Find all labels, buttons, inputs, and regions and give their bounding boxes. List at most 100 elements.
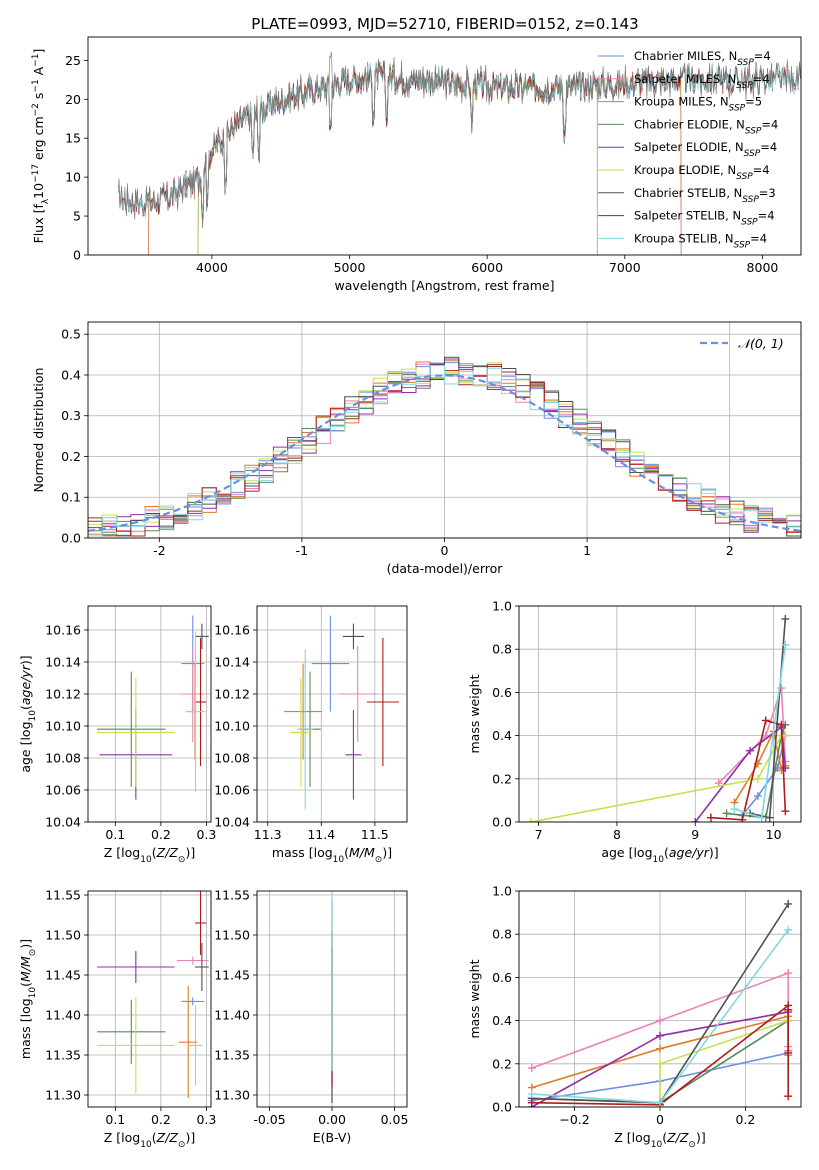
y-tick-label: 10.06 xyxy=(45,783,81,798)
mass_vs_Z-plot xyxy=(97,891,209,1099)
weight-marker xyxy=(781,807,790,816)
y-tick-label: 11.40 xyxy=(214,1008,250,1023)
spectrum-line xyxy=(148,61,682,255)
y-tick-label: 11.45 xyxy=(214,968,250,983)
x-tick-label: 1 xyxy=(583,543,591,558)
label-part: ⊙ xyxy=(178,1140,186,1150)
label-part: SSP xyxy=(742,195,759,205)
legend-label: Salpeter MILES, NSSP=4 xyxy=(634,72,770,91)
label-part: )] xyxy=(18,655,33,665)
y-tick-label: 10.16 xyxy=(214,623,250,638)
label-part: )] xyxy=(185,845,195,860)
x-axis-label: Z [log10(Z/Z⊙)] xyxy=(104,845,195,865)
weight-marker xyxy=(757,813,766,822)
y-tick-label: 10.08 xyxy=(214,751,250,766)
y-tick-label: 10.14 xyxy=(214,655,250,670)
weight-marker xyxy=(784,1005,793,1014)
y-tick-label: 0.0 xyxy=(61,531,81,546)
x-tick-label: -1 xyxy=(296,543,308,558)
y-tick-label: 1.0 xyxy=(492,884,512,899)
label-part: Chabrier ELODIE, N xyxy=(634,117,745,131)
label-part: SSP xyxy=(729,104,746,114)
y-tick-label: 10.10 xyxy=(45,719,81,734)
label-part: ( xyxy=(662,1130,667,1145)
y-tick-label: 0.0 xyxy=(492,1100,512,1115)
x-tick-label: 7000 xyxy=(609,260,641,275)
age_vs_mass-panel: 11.3 11.4 11.5 10.04 10.06 10.08 10.10 10.12 10.… xyxy=(214,605,408,865)
y-tick-label: 10.14 xyxy=(45,655,81,670)
y-tick-label: 1.0 xyxy=(492,599,512,614)
label-part: M/M xyxy=(18,956,33,982)
y-tick-label: 0.4 xyxy=(492,1013,512,1028)
label-part: Salpeter STELIB, N xyxy=(634,209,741,223)
x-tick-label: 0.3 xyxy=(196,1112,216,1127)
x-axis-label: age [log10(age/yr)] xyxy=(601,845,718,865)
y-tick-label: 5 xyxy=(73,209,81,224)
weight-marker xyxy=(761,716,770,725)
label-part: Flux [f xyxy=(31,204,46,244)
legend-label: Salpeter ELODIE, NSSP=4 xyxy=(634,140,777,159)
label-part: )] xyxy=(709,845,719,860)
label-part: Z/Z xyxy=(156,845,179,860)
legend-label: Chabrier MILES, NSSP=4 xyxy=(634,49,771,68)
x-tick-label: 0.00 xyxy=(318,1112,346,1127)
x-tick-label: 0.1 xyxy=(105,827,125,842)
legend-label: Kroupa MILES, NSSP=5 xyxy=(634,95,762,114)
label-part: Salpeter MILES, N xyxy=(634,72,736,86)
y-tick-label: 0.4 xyxy=(61,367,81,382)
y-tick-label: 10.12 xyxy=(214,687,250,702)
legend-label: Salpeter STELIB, NSSP=4 xyxy=(634,209,775,228)
y-tick-label: 10.04 xyxy=(45,815,81,830)
axes-frame xyxy=(256,605,408,823)
x-tick-label: 10 xyxy=(766,827,782,842)
x-tick-label: 11.5 xyxy=(361,827,389,842)
weight-marker xyxy=(746,746,755,755)
y-axis-label: mass weight xyxy=(467,674,482,753)
label-part: ( xyxy=(664,845,669,860)
weight-marker xyxy=(656,1031,664,1040)
legend-label: 𝒩(0, 1) xyxy=(738,336,784,351)
label-part: =4 xyxy=(754,49,771,63)
x-tick-label: 0.2 xyxy=(151,1112,171,1127)
y-tick-label: 0.3 xyxy=(61,408,81,423)
label-part: SSP xyxy=(745,126,762,136)
x-tick-label: 0.2 xyxy=(151,827,171,842)
x-tick-label: 5000 xyxy=(334,260,366,275)
label-part: Z [log xyxy=(104,845,140,860)
label-part: SSP xyxy=(737,58,754,68)
axes-frame xyxy=(87,605,212,823)
y-tick-label: 0.8 xyxy=(492,927,512,942)
label-part: 10 xyxy=(31,183,46,199)
y-tick-label: 0.5 xyxy=(61,327,81,342)
label-part: λ xyxy=(41,198,51,204)
y-tick-label: 0.6 xyxy=(492,685,512,700)
x-tick-label: 0.05 xyxy=(381,1112,409,1127)
label-part: Z/Z xyxy=(156,1130,179,1145)
label-part: Kroupa STELIB, N xyxy=(634,231,734,245)
weight-marker xyxy=(527,1064,536,1073)
weight-marker xyxy=(738,815,747,822)
y-axis-label: mass [log10(M/M⊙)] xyxy=(18,939,38,1059)
x-tick-label: 2 xyxy=(726,543,734,558)
weight-marker xyxy=(781,640,790,649)
label-part: age/yr xyxy=(669,845,710,860)
axes-frame xyxy=(87,890,212,1108)
label-part: SSP xyxy=(736,172,753,182)
x-tick-label: 0.2 xyxy=(736,1112,756,1127)
label-part: ( xyxy=(152,1130,157,1145)
label-part: )] xyxy=(696,1130,706,1145)
y-tick-label: 10 xyxy=(65,170,81,185)
label-part: 10 xyxy=(651,1140,663,1150)
label-part: Salpeter ELODIE, N xyxy=(634,140,744,154)
legend: 𝒩(0, 1) xyxy=(700,336,784,351)
y-tick-label: 10.06 xyxy=(214,783,250,798)
legend-label: Kroupa ELODIE, NSSP=4 xyxy=(634,163,770,182)
y-tick-label: 0.1 xyxy=(61,490,81,505)
weight-marker xyxy=(527,1090,536,1099)
age_vs_mass-plot xyxy=(284,615,399,810)
weight-marker xyxy=(784,969,793,978)
label-part: 10 xyxy=(653,855,665,865)
label-part: age [log xyxy=(601,845,652,860)
label-part: ⊙ xyxy=(28,949,38,957)
